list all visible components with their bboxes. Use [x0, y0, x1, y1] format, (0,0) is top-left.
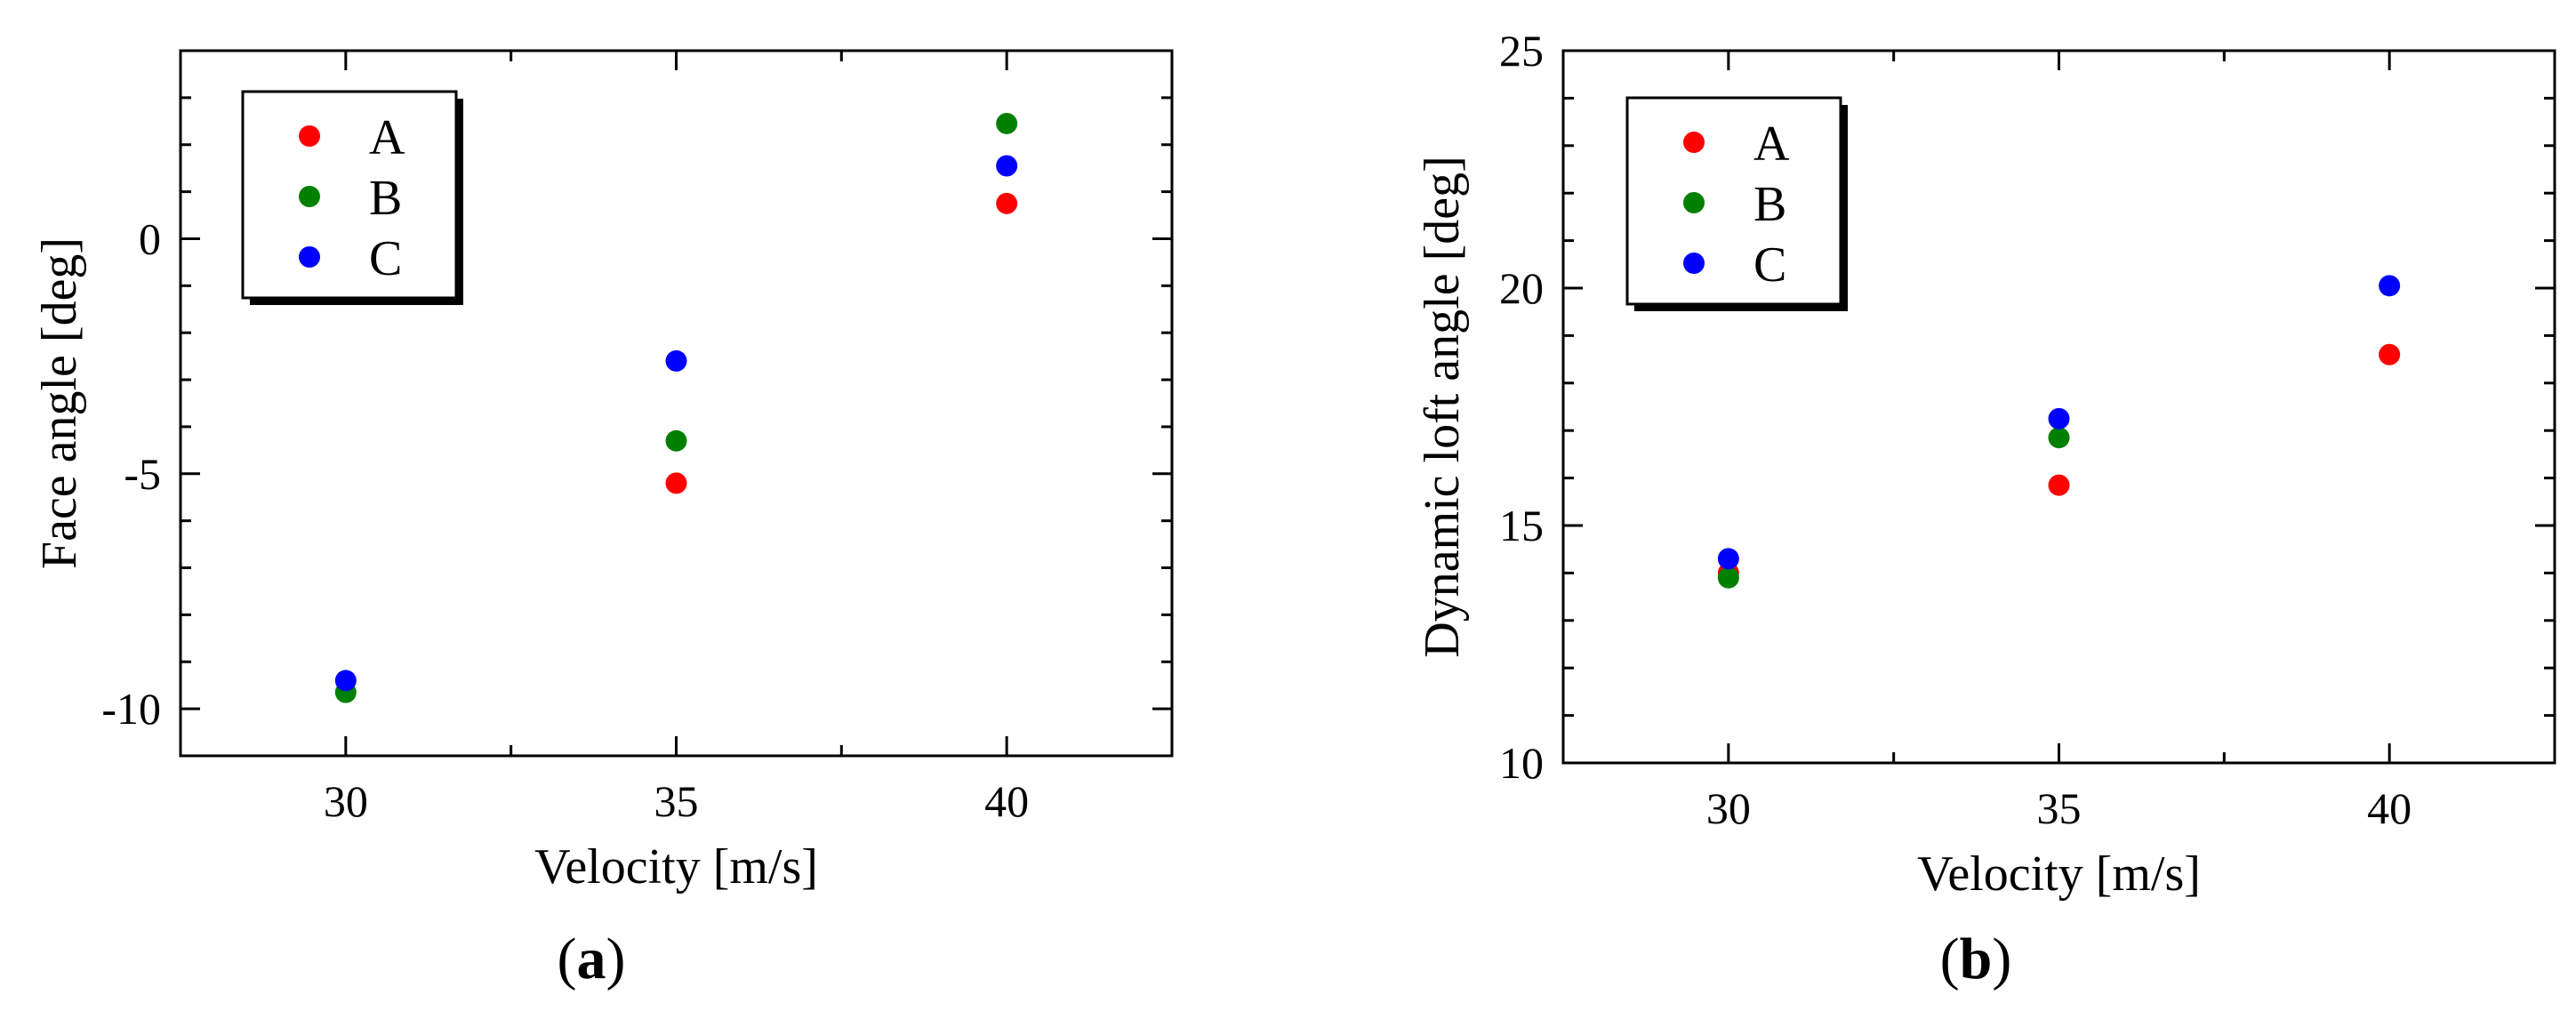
y-tick-label: 15: [1499, 501, 1544, 550]
panel-label-close: ): [606, 927, 626, 991]
panel-label-letter: b: [1960, 927, 1993, 991]
legend-label-a: A: [1753, 116, 1790, 172]
legend-marker-c: [1683, 253, 1705, 274]
legend-marker-a: [299, 125, 320, 147]
data-point-b: [665, 429, 687, 452]
y-tick-label: 20: [1499, 263, 1544, 313]
data-point-c: [1717, 548, 1739, 570]
legend: ABC: [241, 90, 463, 305]
legend-label-b: B: [1753, 177, 1786, 232]
y-axis-title: Dynamic loft angle [deg]: [1415, 156, 1470, 657]
legend-label-c: C: [369, 231, 402, 286]
data-point-b: [996, 112, 1018, 134]
chart-panel-b: 10 15 20 25 30 35 40 Velocity [m/s] Dynamic loft…: [1415, 26, 2556, 991]
x-tick-label: 30: [324, 776, 368, 826]
y-tick-label: 25: [1499, 26, 1544, 76]
legend-box: [241, 90, 458, 300]
legend-label-a: A: [369, 110, 405, 165]
x-tick-label: 40: [984, 776, 1029, 826]
data-point-b: [1717, 566, 1739, 589]
legend-label-b: B: [369, 171, 402, 226]
chart-panel-a: -10 -5 0 30 35 40 Velocity [m/s] Face angle [de…: [32, 49, 1174, 991]
data-point-a: [2048, 474, 2070, 496]
legend-marker-a: [1683, 132, 1705, 153]
x-axis-title: Velocity [m/s]: [1917, 846, 2201, 902]
legend-box: [1625, 96, 1842, 306]
data-point-a: [665, 472, 687, 494]
data-point-c: [2379, 275, 2401, 297]
data-point-c: [665, 349, 687, 372]
legend-marker-c: [299, 246, 320, 268]
x-axis-title: Velocity [m/s]: [534, 839, 818, 895]
x-tick-label: 40: [2367, 783, 2411, 833]
y-tick-label: -5: [124, 449, 161, 499]
data-point-c: [2048, 407, 2070, 429]
panel-label-letter: a: [577, 927, 606, 991]
data-point-c: [996, 155, 1018, 177]
data-point-a: [2379, 343, 2401, 365]
data-point-b: [2048, 427, 2070, 449]
legend-marker-b: [299, 186, 320, 207]
legend-label-c: C: [1753, 237, 1786, 293]
legend: ABC: [1625, 96, 1848, 311]
data-point-a: [996, 192, 1018, 214]
y-tick-label: 0: [139, 213, 161, 263]
x-tick-label: 30: [1706, 783, 1751, 833]
panel-label: (a): [558, 927, 626, 991]
x-tick-label: 35: [654, 776, 699, 826]
data-point-c: [334, 670, 357, 692]
legend-marker-b: [1683, 192, 1705, 213]
panel-label: (b): [1940, 927, 2012, 991]
panel-label-open: (: [1940, 927, 1960, 991]
y-axis-title: Face angle [deg]: [32, 237, 87, 569]
panel-label-close: ): [1992, 927, 2011, 991]
y-tick-label: 10: [1499, 738, 1544, 788]
x-tick-label: 35: [2037, 783, 2082, 833]
y-tick-label: -10: [101, 684, 161, 734]
panel-label-open: (: [558, 927, 577, 991]
